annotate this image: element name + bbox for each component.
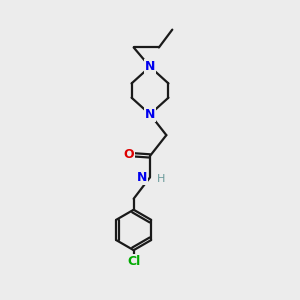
Text: N: N xyxy=(137,171,147,184)
Text: Cl: Cl xyxy=(127,255,140,268)
Text: O: O xyxy=(123,148,134,161)
Text: N: N xyxy=(145,108,155,121)
Text: H: H xyxy=(157,174,165,184)
Text: N: N xyxy=(145,60,155,73)
